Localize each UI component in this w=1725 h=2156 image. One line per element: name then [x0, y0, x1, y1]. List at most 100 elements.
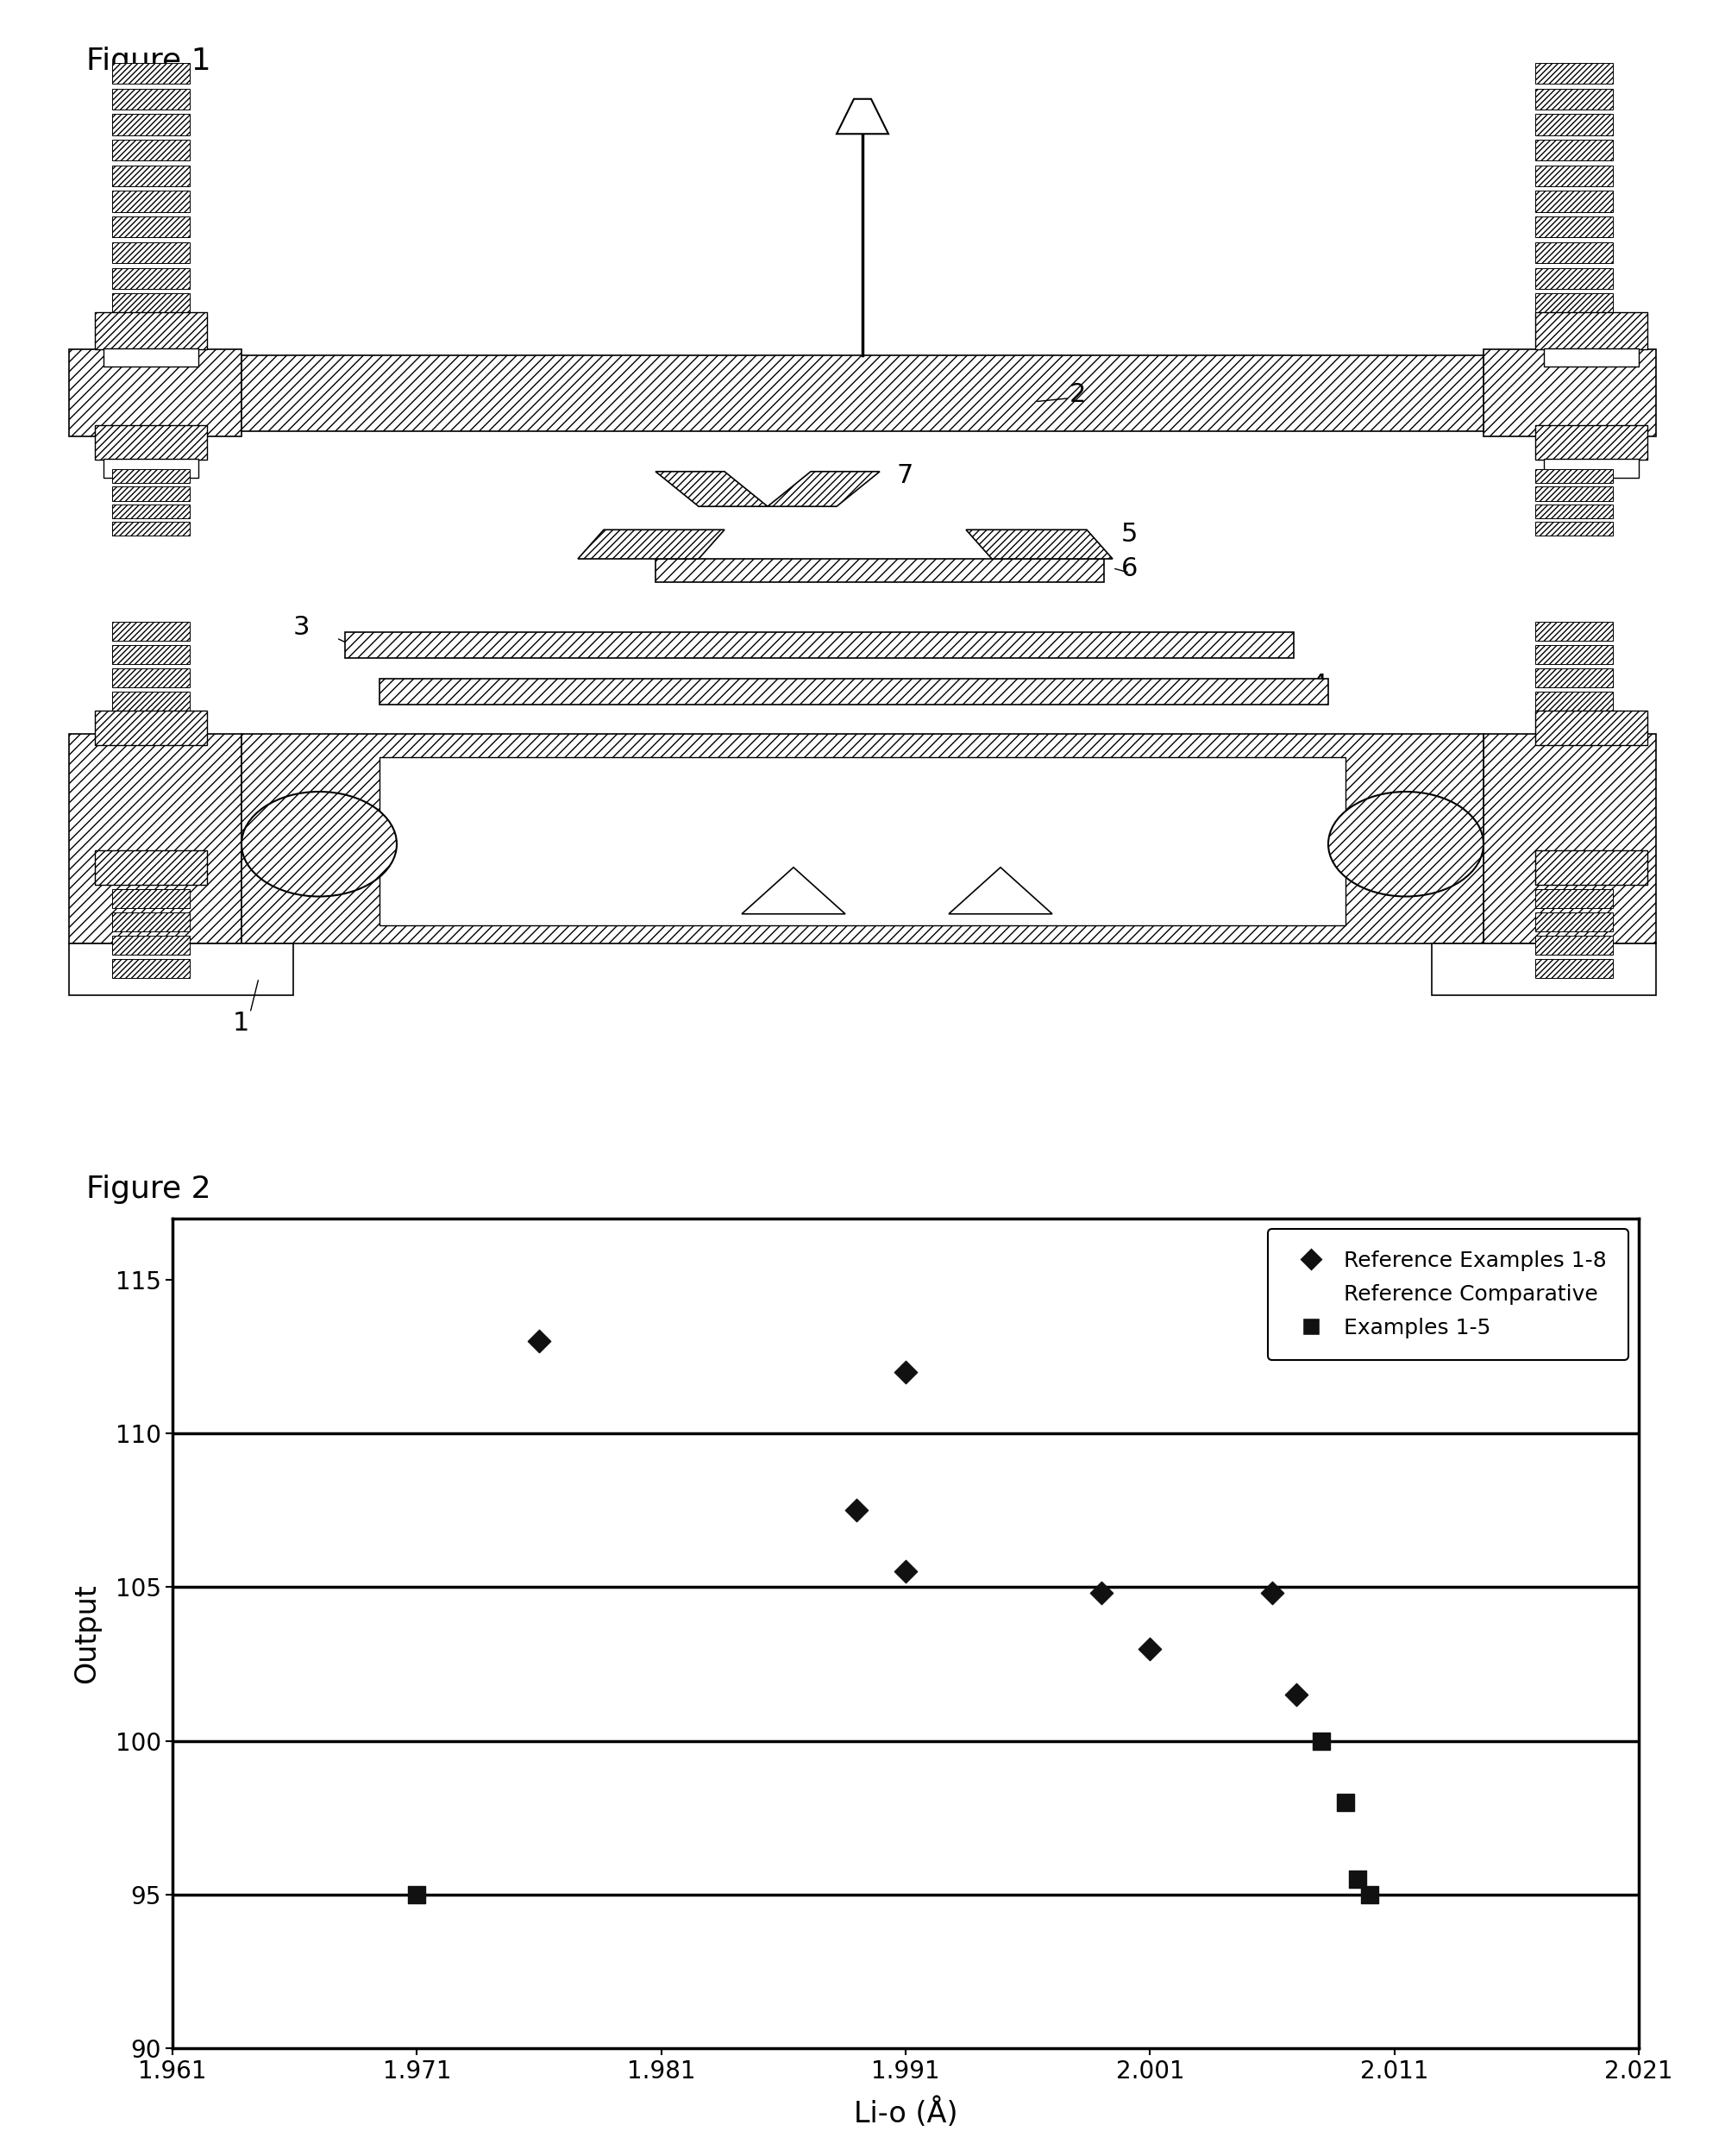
Polygon shape — [578, 530, 724, 558]
Bar — [104, 347, 198, 367]
Bar — [69, 349, 242, 436]
Bar — [104, 459, 198, 476]
Y-axis label: Output: Output — [72, 1583, 102, 1684]
Bar — [112, 890, 190, 908]
Bar — [1535, 709, 1647, 746]
Legend: Reference Examples 1-8, Reference Comparative, Examples 1-5: Reference Examples 1-8, Reference Compar… — [1268, 1229, 1628, 1360]
Bar — [1535, 645, 1613, 664]
Text: 7: 7 — [897, 464, 914, 487]
Bar — [112, 912, 190, 931]
Point — [844, 1492, 871, 1526]
Bar — [112, 267, 190, 289]
Bar — [345, 632, 1294, 658]
Bar — [1535, 267, 1613, 289]
Text: 1: 1 — [233, 1011, 250, 1035]
Bar — [1535, 668, 1613, 688]
Point — [1332, 1785, 1359, 1820]
Bar — [242, 356, 1484, 431]
Circle shape — [242, 791, 397, 897]
Bar — [112, 192, 190, 211]
Bar — [112, 522, 190, 535]
Bar — [1544, 459, 1639, 476]
Bar — [1535, 621, 1613, 640]
Bar — [1535, 313, 1647, 349]
Circle shape — [1328, 791, 1484, 897]
Polygon shape — [949, 867, 1052, 914]
Text: 2: 2 — [1070, 382, 1087, 407]
Bar — [1484, 349, 1656, 436]
Bar — [1535, 63, 1613, 84]
Bar — [112, 166, 190, 185]
Bar — [112, 668, 190, 688]
Bar — [1535, 849, 1647, 884]
Polygon shape — [742, 867, 845, 914]
Point — [1087, 1576, 1114, 1611]
Bar — [1535, 522, 1613, 535]
Point — [1344, 1863, 1371, 1897]
Bar — [656, 558, 1104, 582]
Bar — [1535, 692, 1613, 709]
Bar — [112, 140, 190, 162]
Bar — [112, 936, 190, 955]
Bar — [1535, 140, 1613, 162]
Text: Figure 1: Figure 1 — [86, 47, 210, 75]
Bar — [1535, 88, 1613, 110]
Bar — [112, 88, 190, 110]
Bar — [1535, 936, 1613, 955]
Text: 4: 4 — [1311, 673, 1328, 699]
Bar — [1535, 890, 1613, 908]
Bar — [112, 959, 190, 979]
Point — [892, 1554, 919, 1589]
X-axis label: Li-o (Å): Li-o (Å) — [854, 2098, 957, 2128]
Bar — [380, 679, 1328, 705]
Text: Figure 2: Figure 2 — [86, 1175, 210, 1205]
Bar — [1544, 347, 1639, 367]
Point — [1283, 1677, 1311, 1712]
Bar — [1535, 166, 1613, 185]
Bar — [1535, 114, 1613, 136]
Bar — [112, 241, 190, 263]
Bar — [112, 114, 190, 136]
Bar — [112, 645, 190, 664]
Bar — [112, 621, 190, 640]
Bar — [1535, 470, 1613, 483]
Bar — [112, 63, 190, 84]
Bar — [112, 487, 190, 500]
Point — [892, 1354, 919, 1388]
Bar — [1432, 942, 1656, 996]
Point — [404, 1878, 431, 1912]
Text: 3: 3 — [293, 614, 310, 640]
Text: 5: 5 — [1121, 522, 1138, 545]
Bar — [112, 216, 190, 237]
Bar — [69, 733, 242, 942]
Bar — [95, 709, 207, 746]
Bar — [1535, 505, 1613, 517]
Polygon shape — [656, 472, 768, 507]
Bar — [1535, 293, 1613, 315]
Bar — [112, 692, 190, 709]
Bar — [112, 470, 190, 483]
Bar — [95, 425, 207, 459]
Point — [1258, 1576, 1285, 1611]
Bar — [95, 849, 207, 884]
Bar — [1535, 959, 1613, 979]
Polygon shape — [966, 530, 1113, 558]
Bar — [1535, 216, 1613, 237]
Bar — [69, 942, 293, 996]
Bar — [1535, 241, 1613, 263]
Point — [1356, 1878, 1383, 1912]
Bar — [1484, 733, 1656, 942]
Point — [524, 1324, 552, 1358]
Bar — [1535, 192, 1613, 211]
Polygon shape — [768, 472, 880, 507]
Bar — [1535, 912, 1613, 931]
Text: 6: 6 — [1121, 556, 1138, 582]
Polygon shape — [837, 99, 888, 134]
Bar — [242, 733, 1484, 942]
Bar — [95, 313, 207, 349]
Bar — [112, 293, 190, 315]
Bar — [112, 505, 190, 517]
Bar — [1535, 487, 1613, 500]
Bar — [1535, 425, 1647, 459]
Bar — [380, 757, 1346, 925]
